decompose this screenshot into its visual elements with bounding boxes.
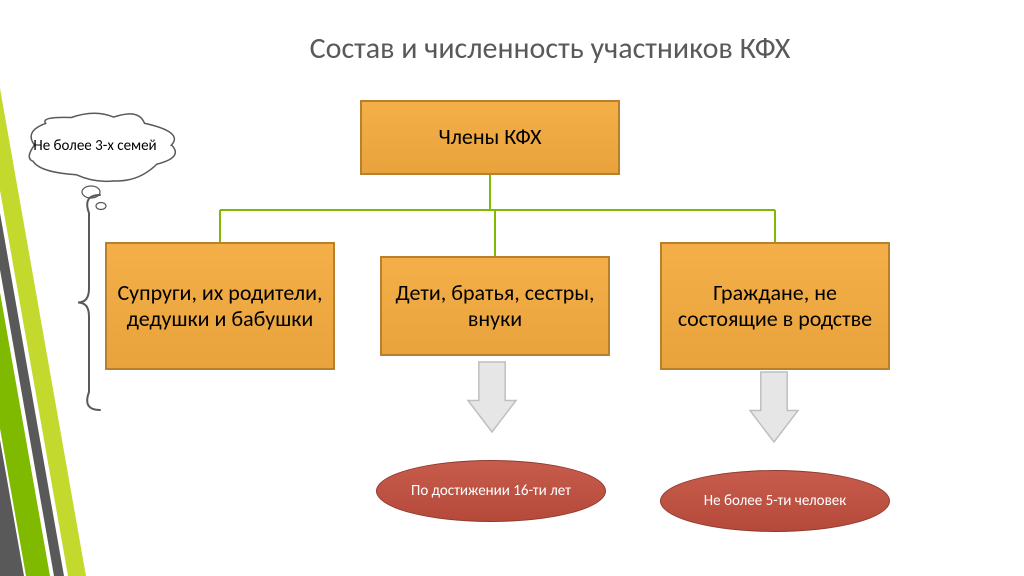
callout-text: Не более 3-х семей [30,120,160,174]
note-ellipse-0: По достижении 16-ти лет [376,460,606,522]
page-title: Состав и численность участников КФХ [120,30,980,67]
child-node-2: Граждане, не состоящие в родстве [660,242,890,370]
root-node: Члены КФХ [360,100,620,175]
child-node-0: Супруги, их родители, дедушки и бабушки [105,242,335,370]
note-ellipse-1: Не более 5-ти человек [660,470,890,532]
child-node-1: Дети, братья, сестры, внуки [380,256,610,356]
